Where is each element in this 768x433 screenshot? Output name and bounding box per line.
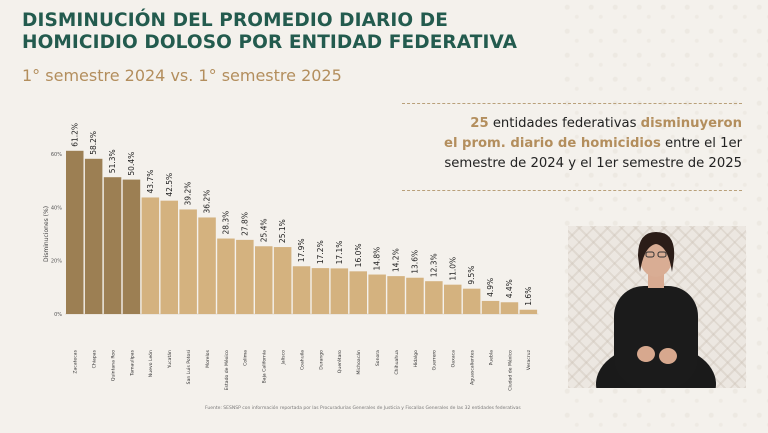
bar [103,177,122,314]
x-tick-label: Jalisco [280,350,286,366]
data-label: 36.2% [203,190,212,214]
bar [311,268,330,314]
x-tick-label: Hidalgo [413,350,419,368]
page-subtitle: 1° semestre 2024 vs. 1° semestre 2025 [22,66,342,85]
data-label: 17.2% [316,240,325,264]
bar [462,288,481,314]
summary-callout: 25 entidades federativas disminuyeron el … [402,103,742,191]
data-label: 58.2% [89,131,98,155]
x-tick-label: Oaxaca [451,350,457,367]
x-tick-label: Colima [243,350,249,366]
x-tick-label: Durango [318,350,324,370]
data-label: 50.4% [127,152,136,176]
bar [387,276,405,314]
bar [122,179,141,314]
data-label: 61.2% [70,123,79,147]
data-label: 39.2% [184,182,193,206]
bar [444,284,462,314]
summary-highlight-1: disminuyeron [640,116,742,131]
data-label: 4.4% [505,279,514,298]
bar [179,209,197,314]
bar [292,266,311,314]
data-label: 25.1% [278,219,287,243]
bar [217,238,235,314]
y-tick-label: 20% [51,259,62,265]
x-tick-label: Morelos [205,349,211,367]
x-tick-label: Chihuahua [394,350,400,375]
data-label: 28.3% [221,211,230,235]
summary-text: 25 entidades federativas disminuyeron el … [402,114,742,174]
x-tick-label: Puebla [488,350,494,366]
x-tick-label: Querétaro [336,350,343,373]
data-label: 13.6% [410,250,419,274]
data-label: 14.8% [373,247,382,271]
summary-count: 25 [470,116,489,131]
x-tick-label: Guerrero [432,350,438,371]
x-tick-label: San Luis Potosí [185,349,192,384]
y-tick-label: 60% [51,152,62,158]
x-tick-label: Sonora [375,350,381,366]
bar [425,281,443,314]
x-tick-label: Zacatecas [73,349,79,373]
source-note: Fuente: SESNSP con información reportada… [205,406,521,411]
bar [500,302,519,314]
x-tick-label: Michoacán [355,350,362,375]
summary-text-1: entidades federativas [488,116,641,131]
bar [255,246,273,314]
y-tick-label: 40% [51,205,62,211]
data-label: 4.9% [486,278,495,297]
data-label: 17.1% [335,241,344,265]
data-label: 51.3% [108,149,117,173]
x-tick-label: Estado de México [223,350,230,391]
x-tick-label: Coahuila [299,350,305,370]
bar [406,277,424,314]
bar [160,200,178,314]
x-tick-label: Baja California [262,350,268,384]
x-tick-label: Tamaulipas [129,349,135,376]
bar [519,309,538,314]
bar [84,158,103,314]
data-label: 1.6% [524,287,533,306]
x-tick-label: Yucatán [166,350,173,369]
interpreter-figure-icon [596,232,716,388]
x-tick-label: Veracruz [526,349,532,370]
bar-chart: Disminuciones (%) 0% 20% 40% 60% 61.2% Zacatec… [43,123,539,391]
data-label: 11.0% [448,257,457,281]
data-label: 25.4% [259,218,268,242]
data-label: 42.5% [165,173,174,197]
bar [66,150,84,314]
bar [481,300,500,314]
data-label: 9.5% [467,266,476,285]
x-tick-label: Quintana Roo [110,350,116,381]
x-tick-label: Ciudad de México [506,350,513,391]
y-axis-label: Disminuciones (%) [43,206,50,262]
bar [236,239,254,314]
bar [330,268,349,314]
y-tick-label: 0% [54,312,62,318]
x-tick-label: Aguascalientes [469,349,475,384]
summary-text-2: entre el 1er semestre de 2024 y el 1er s… [444,136,742,171]
summary-highlight-2: el prom. diario de homicidios [444,136,661,151]
bar [368,274,386,314]
data-label: 14.2% [392,248,401,272]
data-label: 17.9% [297,238,306,262]
data-label: 12.3% [429,253,438,277]
bar [198,217,216,314]
bar [273,247,292,314]
bar [349,271,367,314]
data-label: 27.8% [240,212,249,236]
bar [141,197,160,314]
sign-language-interpreter-video [568,226,746,388]
x-tick-label: Nuevo León [147,350,154,377]
x-tick-label: Chiapas [91,349,97,368]
data-label: 16.0% [354,244,363,268]
data-label: 43.7% [146,170,155,194]
page-title: DISMINUCIÓN DEL PROMEDIO DIARIO DE HOMIC… [22,10,518,53]
